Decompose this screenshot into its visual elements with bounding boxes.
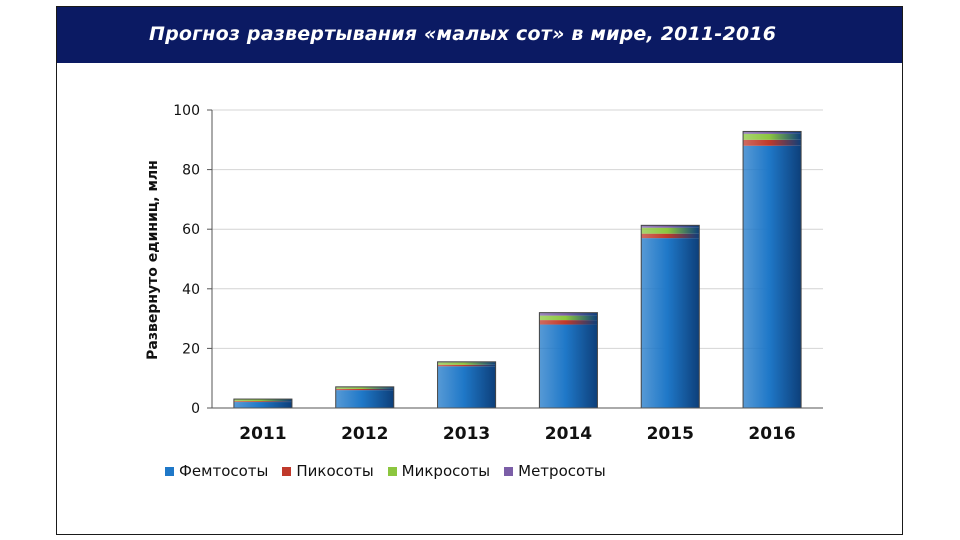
bar-segment-1-2: [335, 387, 394, 389]
legend-item-micro: Микросоты: [387, 462, 491, 480]
legend: Фемтосоты Пикосоты Микросоты Метросоты: [165, 462, 606, 480]
legend-label-femto: Фемтосоты: [179, 462, 269, 480]
bar-segment-5-1: [743, 139, 802, 146]
legend-item-metro: Метросоты: [504, 462, 606, 480]
bar-segment-4-3: [641, 225, 700, 228]
legend-label-pico: Пикосоты: [296, 462, 374, 480]
y-axis-ticks: 0 20 40 60 80 100: [173, 103, 213, 417]
legend-label-metro: Метросоты: [518, 462, 606, 480]
legend-item-pico: Пикосоты: [282, 462, 374, 480]
bar-segment-3-2: [539, 315, 598, 321]
y-tick-label: 20: [182, 341, 200, 357]
bar-segment-3-0: [539, 324, 598, 408]
bar-segment-2-1: [437, 364, 496, 367]
bar-segment-4-1: [641, 233, 700, 239]
bar-segment-5-0: [743, 145, 802, 408]
bar-segment-1-0: [335, 390, 394, 408]
bar-segment-0-2: [233, 399, 292, 402]
bar-segment-2-2: [437, 362, 496, 365]
x-axis-ticks: 2011 2012 2013 2014 2015 2016: [212, 407, 823, 444]
bars: [233, 130, 802, 409]
y-axis-label: Развернуто единиц, млн: [145, 160, 161, 360]
bar-segment-3-3: [539, 312, 598, 316]
bar-segment-2-0: [437, 366, 496, 408]
legend-swatch-metro: [504, 466, 514, 476]
x-tick-label: 2015: [647, 424, 694, 444]
y-tick-label: 80: [182, 163, 200, 179]
y-tick-label: 100: [173, 103, 200, 119]
bar-segment-5-3: [743, 131, 802, 134]
bar-segment-4-2: [641, 227, 700, 234]
bar-segment-1-1: [335, 388, 394, 391]
y-tick-label: 60: [182, 222, 200, 238]
chart-title: Прогноз развертывания «малых сот» в мире…: [149, 23, 777, 45]
legend-swatch-femto: [165, 466, 174, 476]
bar-segment-4-0: [641, 238, 700, 408]
x-tick-label: 2012: [341, 424, 388, 444]
bar-segment-3-1: [539, 320, 598, 325]
bar-segment-5-2: [743, 133, 802, 140]
x-tick-label: 2013: [443, 424, 490, 444]
bar-segment-0-0: [233, 402, 292, 408]
title-bar: Прогноз развертывания «малых сот» в мире…: [57, 7, 902, 63]
x-tick-label: 2011: [239, 424, 286, 444]
x-tick-label: 2014: [545, 424, 592, 444]
x-tick-label: 2016: [748, 424, 795, 444]
legend-swatch-pico: [282, 466, 292, 476]
legend-label-micro: Микросоты: [401, 462, 491, 480]
legend-item-femto: Фемтосоты: [165, 462, 268, 480]
bar-segment-0-1: [233, 401, 292, 403]
grid: [212, 109, 823, 409]
y-tick-label: 40: [182, 282, 200, 298]
legend-swatch-micro: [387, 466, 397, 476]
y-tick-label: 0: [191, 401, 200, 417]
